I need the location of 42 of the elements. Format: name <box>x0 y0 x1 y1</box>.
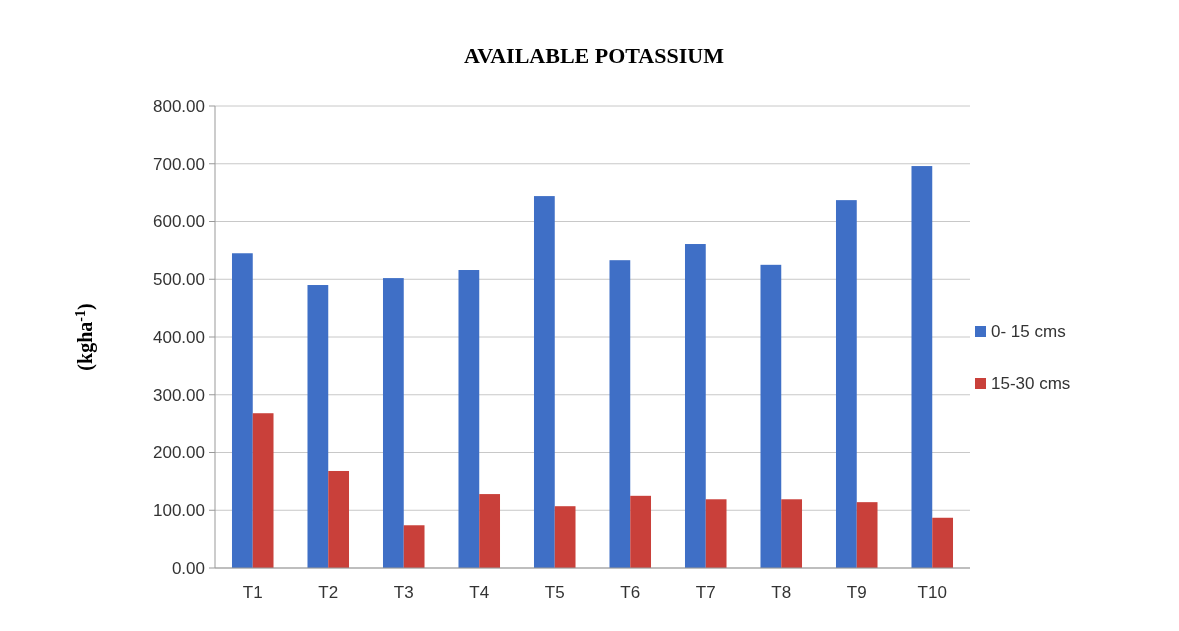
x-tick-label: T7 <box>695 583 716 602</box>
bar <box>684 244 706 568</box>
bar <box>479 494 501 568</box>
x-tick-label: T8 <box>771 583 792 602</box>
bar <box>630 495 652 568</box>
x-tick-label: T3 <box>393 583 414 602</box>
bar <box>252 413 274 568</box>
bar <box>382 278 404 568</box>
bar <box>458 270 480 568</box>
bar <box>403 525 425 568</box>
y-tick-label: 700.00 <box>153 154 205 174</box>
x-tick-label: T10 <box>917 583 947 602</box>
bar <box>554 506 576 568</box>
bar <box>856 502 878 568</box>
y-tick-label: 500.00 <box>153 270 205 290</box>
bar <box>781 499 803 568</box>
legend-label: 15-30 cms <box>991 374 1071 393</box>
bar <box>932 517 954 568</box>
x-tick-label: T1 <box>242 583 263 602</box>
y-tick-label: 400.00 <box>153 327 205 347</box>
bar <box>307 285 329 568</box>
y-tick-label: 300.00 <box>153 385 205 405</box>
bar <box>231 253 253 568</box>
bar <box>835 200 857 568</box>
x-tick-label: T6 <box>620 583 641 602</box>
legend-label: 0- 15 cms <box>991 322 1066 341</box>
bar <box>328 470 350 568</box>
bar <box>911 166 933 568</box>
y-tick-label: 0.00 <box>171 558 205 578</box>
x-tick-label: T9 <box>846 583 867 602</box>
bar <box>609 260 631 568</box>
x-tick-label: T2 <box>318 583 339 602</box>
bar <box>705 499 727 568</box>
y-tick-label: 200.00 <box>153 443 205 463</box>
y-tick-label: 800.00 <box>153 96 205 116</box>
chart-title: AVAILABLE POTASSIUM <box>464 43 725 68</box>
y-tick-label: 600.00 <box>153 212 205 232</box>
y-tick-label: 100.00 <box>153 501 205 521</box>
x-tick-label: T5 <box>544 583 565 602</box>
bar <box>760 264 782 568</box>
x-tick-label: T4 <box>469 583 490 602</box>
bar <box>533 196 555 568</box>
